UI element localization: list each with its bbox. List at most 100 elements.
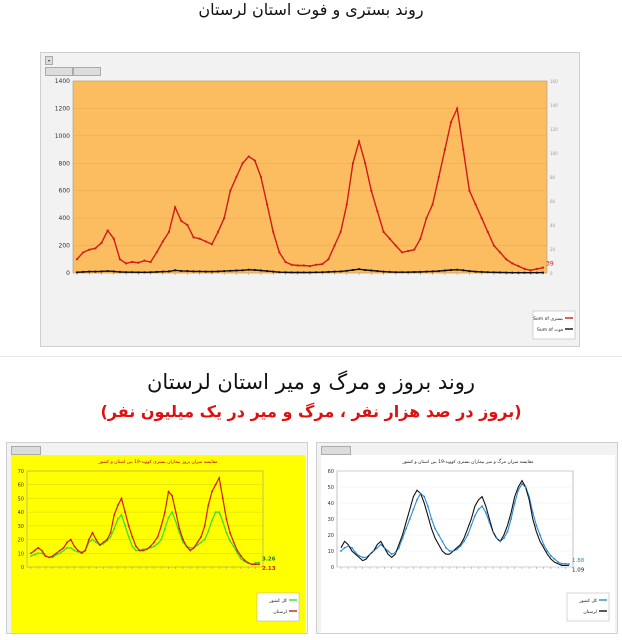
data-point [441,540,444,543]
data-point [223,217,226,220]
data-point [167,490,170,493]
data-point [124,271,128,274]
legend-label: Sum of فوت [537,327,563,333]
data-point [167,230,171,233]
data-point [236,552,239,555]
data-point [542,543,545,546]
data-point [278,271,281,274]
data-point [315,271,318,274]
data-point [174,206,177,209]
y-tick-label: 600 [59,188,71,195]
data-point [167,516,170,519]
data-point [127,535,130,538]
data-point [370,189,373,192]
data-point [369,553,371,555]
data-point [198,270,201,273]
data-point [407,271,410,274]
data-point [116,504,119,507]
panel1-field-button-1[interactable] [45,67,73,76]
data-point [109,535,112,538]
data-point [180,269,183,273]
data-point [456,268,459,271]
data-point [388,270,391,274]
data-point [112,237,115,240]
data-point [376,269,379,273]
data-point [413,270,416,274]
data-point [407,249,410,253]
data-point [376,210,379,213]
legend-label: لرستان [273,610,287,615]
data-point [321,262,324,266]
data-point [503,537,505,539]
y-tick-label: 60 [18,483,24,489]
data-point [443,269,446,272]
data-point [466,534,469,536]
legend-label: لرستان [583,610,597,615]
data-point [327,258,330,261]
data-point [383,547,386,549]
data-point [138,549,141,552]
data-point [382,230,385,233]
data-point [210,270,213,273]
data-point [196,544,199,546]
data-point [498,251,502,254]
data-point [272,270,275,273]
data-point [445,547,447,549]
data-point [214,511,217,514]
data-point [278,251,281,254]
data-point [69,538,72,541]
data-point [82,251,85,254]
data-point [40,549,43,552]
data-point [155,251,158,254]
data-point [376,547,378,549]
data-point [235,269,238,272]
data-point [284,271,287,274]
data-point [535,524,538,527]
data-point [468,269,471,273]
data-point [186,223,189,227]
data-point [343,547,346,549]
y-tick-label: 0 [21,565,24,571]
chart2-panel: مقایسه میزان بروز بیماران بستری کووید-19… [6,442,308,634]
data-point [229,189,232,192]
data-point [529,269,532,272]
data-point [207,530,210,533]
data-point [204,270,207,273]
panel2-field-button[interactable] [11,446,41,455]
data-point [258,561,260,564]
data-point [524,486,527,488]
y-tick-label: 0 [331,565,334,571]
data-point [253,159,256,162]
data-point [106,538,108,541]
panel1-filter-button[interactable]: ▾ [45,56,54,65]
data-point [517,489,520,491]
data-point [546,550,549,552]
data-point [131,260,134,264]
data-point [113,513,116,516]
data-point [529,271,532,274]
data-point [474,515,476,517]
data-point [290,271,293,274]
y-tick-label: 70 [18,469,24,475]
data-point [218,511,221,514]
panel1-field-button-2[interactable] [73,67,101,76]
data-point [357,268,361,271]
data-point [236,549,239,552]
data-point [492,531,494,533]
plot-area [72,80,548,274]
panel3-field-button[interactable] [321,446,351,455]
chart-title: مقایسه میزان مرگ و میر بیماران بستری کوو… [401,459,534,465]
data-point [449,268,453,272]
data-point [437,269,440,273]
y-tick-label: 200 [59,243,71,250]
data-point [535,271,538,274]
data-point [387,550,389,552]
data-point [486,271,489,274]
data-point [505,271,508,274]
data-point [216,270,220,273]
y2-tick-label: 140 [550,103,558,108]
data-point [131,545,134,548]
data-point [73,545,76,548]
data-point [240,557,242,560]
data-point [564,563,567,565]
